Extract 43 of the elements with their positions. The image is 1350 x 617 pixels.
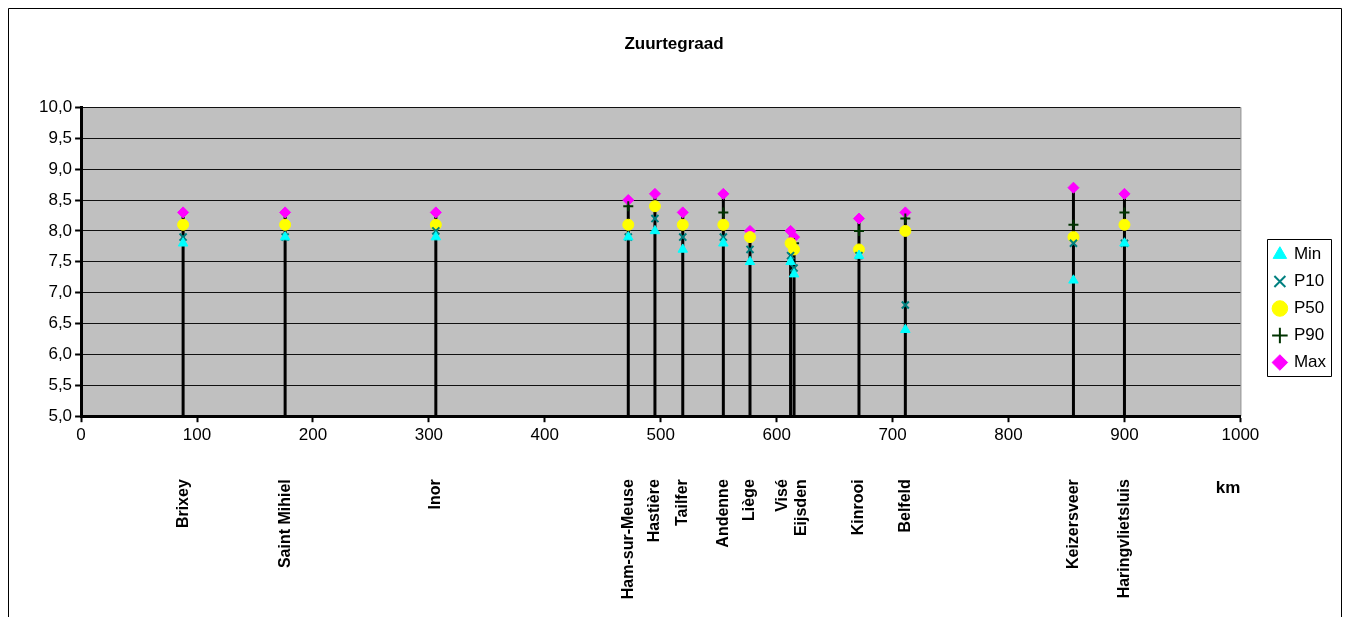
text: Eijsden (792, 479, 810, 537)
text: Tailfer (673, 479, 691, 527)
x-tick-label: 500 (646, 425, 675, 445)
text: Keizersveer (1063, 479, 1081, 570)
y-tick-label: 10,0 (38, 97, 73, 117)
y-tick-label: 5,5 (48, 375, 73, 395)
y-tick-label: 7,0 (48, 282, 73, 302)
x-tick-label: 800 (994, 425, 1023, 445)
x-tick-label: 0 (76, 425, 86, 445)
chart-title: Zuurtegraad (624, 33, 724, 53)
x-tick-label: 200 (298, 425, 328, 445)
text: Kinrooi (849, 479, 867, 536)
text: Liège (740, 479, 758, 521)
x-tick-label: 100 (182, 425, 212, 445)
y-tick-label: 7,5 (48, 251, 73, 271)
text: Inor (426, 479, 444, 510)
legend-label: Max (1293, 352, 1327, 372)
text: Saint Mihiel (275, 479, 293, 569)
legend-label: P90 (1293, 325, 1325, 345)
y-tick-label: 6,0 (48, 344, 73, 364)
x-tick-label: 1000 (1221, 425, 1260, 445)
y-tick-label: 9,0 (48, 158, 73, 178)
y-tick-label: 8,5 (48, 189, 73, 209)
y-tick-label: 9,5 (48, 127, 73, 147)
legend-label: P50 (1293, 298, 1325, 318)
x-tick-label: 900 (1110, 425, 1139, 445)
y-tick-label: 6,5 (48, 313, 73, 333)
legend-label: Min (1293, 244, 1322, 264)
text: Brixey (173, 479, 191, 529)
x-tick-label: 700 (878, 425, 907, 445)
text: Belfeld (895, 479, 913, 533)
x-tick-label: 300 (414, 425, 444, 445)
x-axis-title: km (1215, 478, 1241, 498)
y-tick-label: 8,0 (48, 220, 73, 240)
text: Andenne (713, 479, 731, 548)
x-tick-label: 600 (762, 425, 791, 445)
y-tick-label: 5,0 (48, 405, 73, 425)
text: Ham-sur-Meuse (618, 479, 636, 600)
text: Visé (773, 479, 791, 512)
text: Haringvlietsluis (1114, 479, 1132, 599)
x-tick-label: 400 (530, 425, 559, 445)
text: Hastière (645, 479, 663, 543)
legend-label: P10 (1293, 271, 1325, 291)
